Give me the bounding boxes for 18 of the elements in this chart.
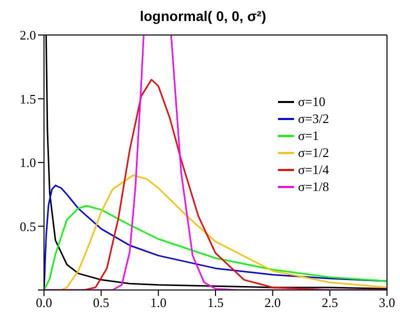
y-tick-label: 0.5 [20, 218, 36, 234]
x-tick-label: 0.0 [36, 295, 52, 310]
y-tick-label: 1.0 [20, 155, 36, 170]
x-tick-label: 1.0 [150, 295, 166, 310]
legend-label: σ=1 [298, 127, 319, 144]
x-tick-label: 1.5 [207, 295, 224, 310]
y-tick-label: 1.5 [20, 91, 36, 106]
legend-label: σ=3/2 [298, 110, 329, 127]
x-tick-label: 2.5 [322, 295, 338, 310]
legend-label: σ=10 [298, 93, 326, 110]
x-tick-label: 2.0 [264, 295, 281, 310]
legend-label: σ=1/4 [298, 161, 329, 178]
y-tick-label: 2.0 [20, 28, 36, 43]
legend-label: σ=1/8 [298, 178, 329, 195]
legend-label: σ=1/2 [298, 144, 329, 161]
x-tick-label: 3.0 [378, 295, 396, 310]
x-tick-label: 0.5 [93, 295, 110, 310]
chart-title: lognormal( 0, 0, σ²) [138, 8, 268, 26]
